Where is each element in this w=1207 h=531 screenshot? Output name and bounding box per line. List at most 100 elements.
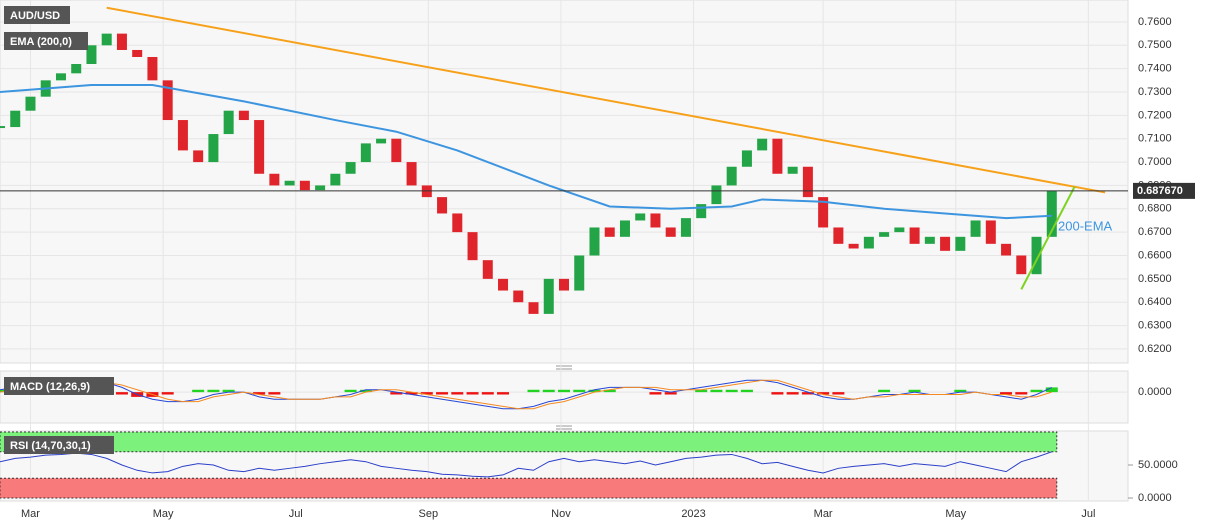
macd-histogram-bar <box>436 392 449 395</box>
candle <box>498 278 509 291</box>
panel-handle[interactable] <box>556 365 572 430</box>
candle <box>223 110 234 135</box>
macd-histogram-bar <box>725 389 738 393</box>
macd-histogram-bar <box>207 389 220 393</box>
symbol: AUD/USD <box>10 10 60 22</box>
candle <box>985 220 996 244</box>
macd-panel <box>0 370 1129 424</box>
main-panel <box>0 0 1129 364</box>
macd-box[interactable] <box>4 377 114 395</box>
macd-histogram-bar <box>0 389 6 393</box>
y-tick-label: 0.6800 <box>1138 203 1172 215</box>
candle <box>741 150 752 167</box>
candle <box>818 197 829 228</box>
candle <box>513 290 524 303</box>
candle <box>345 162 356 174</box>
y-tick-label: 0.7300 <box>1138 86 1172 98</box>
macd-histogram-bar <box>573 389 586 393</box>
macd-histogram-bar <box>878 389 891 393</box>
candle <box>101 33 112 46</box>
y-tick-label: 0.7600 <box>1138 16 1172 28</box>
candle <box>254 120 265 174</box>
candle <box>894 227 905 233</box>
candle <box>437 197 448 214</box>
macd-histogram-bar <box>1000 392 1013 395</box>
macd-histogram-bar <box>542 389 555 393</box>
x-tick-label: Mar <box>814 508 833 520</box>
rsi-band <box>0 431 1058 453</box>
candle <box>848 243 859 249</box>
candle <box>726 166 737 186</box>
macd-histogram-bar <box>253 392 266 395</box>
macd-histogram-bar <box>603 389 616 393</box>
signal-line <box>0 379 1052 410</box>
candle <box>543 278 554 314</box>
annotation: 200-EMA <box>1058 218 1113 233</box>
candle <box>147 56 158 81</box>
macd-histogram-bar <box>695 389 708 393</box>
candle <box>391 138 402 163</box>
rsi-tick-label: 50.0000 <box>1138 459 1178 471</box>
candle <box>757 138 768 151</box>
ema-line <box>0 84 1052 220</box>
candle <box>955 236 966 251</box>
plot-layer: 200-EMA <box>0 0 1133 500</box>
candle <box>55 73 66 81</box>
macd-histogram-bar <box>344 389 357 393</box>
y-tick-label: 0.7000 <box>1138 156 1172 168</box>
candle <box>680 218 691 237</box>
candle <box>116 33 127 50</box>
candle <box>284 180 295 186</box>
macd-histogram-bar <box>649 392 662 395</box>
macd-histogram-bar <box>222 389 235 393</box>
macd-histogram-bar <box>481 392 494 395</box>
candle <box>559 278 569 291</box>
candle <box>86 45 97 64</box>
macd-histogram-bar <box>908 389 921 393</box>
candle <box>909 227 920 244</box>
x-tick-label: May <box>945 508 966 520</box>
trendline <box>106 6 1106 194</box>
rsi-tick-label: 0.0000 <box>1138 492 1172 504</box>
y-tick-label: 0.7500 <box>1138 39 1172 51</box>
candle <box>0 126 5 129</box>
macd-histogram-bar <box>451 392 464 395</box>
candle <box>269 173 280 186</box>
x-tick-label: 2023 <box>681 508 705 520</box>
candle <box>452 213 463 233</box>
macd-histogram-bar <box>359 389 372 393</box>
candle <box>238 110 249 121</box>
candle <box>162 80 173 121</box>
macd-histogram-bar <box>1030 389 1043 393</box>
x-tick-label: Nov <box>551 508 571 520</box>
macd-histogram-bar <box>954 389 967 393</box>
macd-histogram-bar <box>1015 392 1028 395</box>
candle <box>833 227 844 244</box>
y-tick-label: 0.6600 <box>1138 249 1172 261</box>
candle <box>924 236 935 244</box>
trendline <box>1020 186 1076 290</box>
macd-histogram-bar <box>832 392 845 395</box>
candle <box>970 220 981 237</box>
candle <box>711 185 722 205</box>
candle <box>1016 255 1027 275</box>
y-tick-label: 0.6200 <box>1138 343 1172 355</box>
ema-box[interactable] <box>4 32 88 50</box>
candle <box>696 204 707 219</box>
macd-line <box>0 379 1052 410</box>
candle <box>787 166 798 174</box>
macd-title: MACD (12,26,9) <box>10 381 90 393</box>
macd-histogram-bar <box>588 389 601 393</box>
macd-tick-label: 0.0000 <box>1138 386 1172 398</box>
macd-histogram-bar <box>405 392 418 395</box>
candle <box>604 227 615 237</box>
candle <box>299 180 310 191</box>
macd-histogram-bar <box>786 392 799 395</box>
candle <box>132 49 143 57</box>
candle <box>208 134 219 163</box>
y-tick-label: 0.6300 <box>1138 319 1172 331</box>
symbol-box[interactable] <box>4 6 70 24</box>
rsi-box[interactable] <box>4 436 114 454</box>
candle <box>315 185 326 191</box>
